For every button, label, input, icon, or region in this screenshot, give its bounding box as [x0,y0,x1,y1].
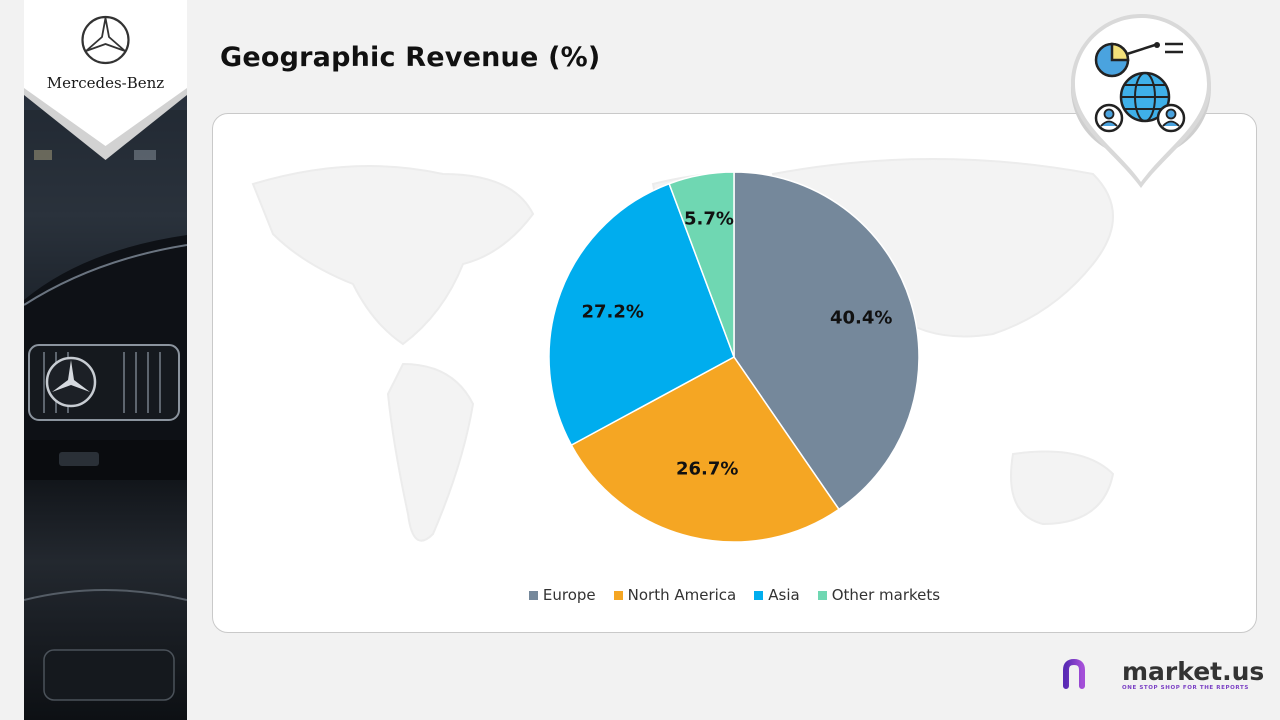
legend-label-europe: Europe [542,586,596,604]
page-title: Geographic Revenue (%) [220,42,601,73]
legend-label-asia: Asia [768,586,800,604]
brand-badge [24,0,187,160]
legend-swatch-other-markets [817,590,827,600]
data-label-asia: 27.2% [581,302,643,323]
three-pointed-star-icon [81,15,130,65]
legend-item-north-america: North America [613,586,737,604]
pie-slice-north-america [570,356,840,543]
legend-item-other-markets: Other markets [817,586,941,604]
legend-label-other-markets: Other markets [831,586,941,604]
legend-label-north-america: North America [627,586,737,604]
footer-wordmark: market.us [1122,657,1265,686]
data-label-north-america: 26.7% [676,459,738,480]
legend-swatch-north-america [613,590,623,600]
global-analytics-icon [1070,14,1211,188]
chart-card: 40.4% 26.7% 27.2% 5.7% Europe North America A… [212,113,1257,633]
pie-chart: 40.4% 26.7% 27.2% 5.7% [548,171,920,543]
data-label-europe: 40.4% [830,307,892,328]
pie-slice-other-markets [668,171,735,358]
pie-slice-europe [733,171,920,511]
pie-slice-asia [548,182,735,447]
chart-legend: Europe North America Asia Other markets [213,586,1256,604]
market-us-logo [1063,658,1107,689]
brand-name: Mercedes-Benz [46,74,165,92]
legend-item-europe: Europe [528,586,596,604]
car-photo [24,110,187,701]
legend-swatch-asia [754,590,764,600]
legend-item-asia: Asia [754,586,800,604]
footer-tagline: ONE STOP SHOP FOR THE REPORTS [1122,685,1249,691]
data-label-other-markets: 5.7% [684,209,734,230]
legend-swatch-europe [528,590,538,600]
